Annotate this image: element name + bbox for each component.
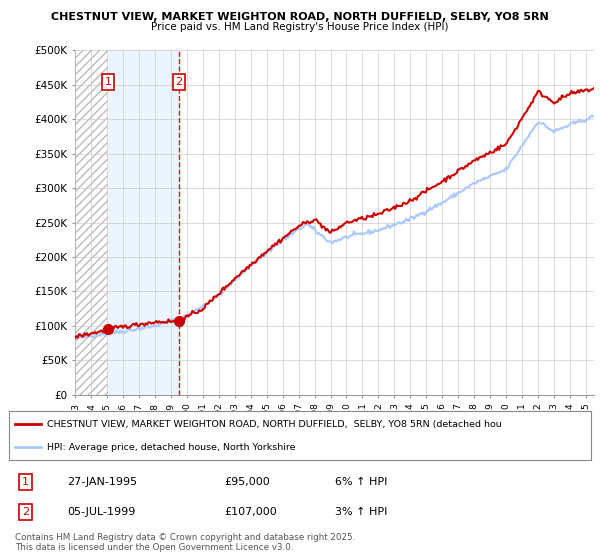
Text: Price paid vs. HM Land Registry's House Price Index (HPI): Price paid vs. HM Land Registry's House …	[151, 22, 449, 32]
Text: 27-JAN-1995: 27-JAN-1995	[67, 477, 137, 487]
Bar	[108, 50, 179, 395]
Text: Contains HM Land Registry data © Crown copyright and database right 2025.: Contains HM Land Registry data © Crown c…	[15, 533, 355, 542]
Text: 05-JUL-1999: 05-JUL-1999	[67, 507, 136, 517]
Text: CHESTNUT VIEW, MARKET WEIGHTON ROAD, NORTH DUFFIELD, SELBY, YO8 5RN: CHESTNUT VIEW, MARKET WEIGHTON ROAD, NOR…	[51, 12, 549, 22]
Text: £95,000: £95,000	[224, 477, 270, 487]
Text: 6% ↑ HPI: 6% ↑ HPI	[335, 477, 387, 487]
Text: CHESTNUT VIEW, MARKET WEIGHTON ROAD, NORTH DUFFIELD,  SELBY, YO8 5RN (detached h: CHESTNUT VIEW, MARKET WEIGHTON ROAD, NOR…	[47, 420, 502, 429]
Text: 2: 2	[22, 507, 29, 517]
Text: 1: 1	[22, 477, 29, 487]
Text: 3% ↑ HPI: 3% ↑ HPI	[335, 507, 387, 517]
Bar	[75, 50, 108, 395]
Text: 2: 2	[175, 77, 182, 87]
Text: HPI: Average price, detached house, North Yorkshire: HPI: Average price, detached house, Nort…	[47, 442, 295, 451]
Text: £107,000: £107,000	[224, 507, 277, 517]
Text: 1: 1	[104, 77, 112, 87]
Text: This data is licensed under the Open Government Licence v3.0.: This data is licensed under the Open Gov…	[15, 543, 293, 552]
